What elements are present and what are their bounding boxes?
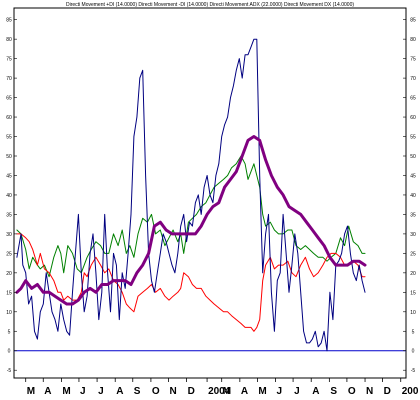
series-line-3 bbox=[16, 38, 366, 352]
x-tick-label: S bbox=[330, 386, 337, 397]
y-tick-label-left: 20 bbox=[6, 271, 12, 277]
series-line-4 bbox=[15, 135, 367, 306]
x-tick-label: J bbox=[80, 386, 86, 397]
x-tick-label: A bbox=[116, 386, 123, 397]
y-tick-label-left: 60 bbox=[6, 115, 12, 121]
x-tick-label: O bbox=[152, 386, 160, 397]
y-tick-label-right: 50 bbox=[410, 154, 416, 160]
x-tick-label: M bbox=[258, 386, 266, 397]
y-tick-label-right: 30 bbox=[410, 232, 416, 238]
x-tick-label: S bbox=[134, 386, 141, 397]
series-line-2 bbox=[16, 233, 366, 332]
y-tick-label-right: 75 bbox=[410, 57, 416, 63]
x-tick-label: D bbox=[384, 386, 391, 397]
y-tick-label-right: 10 bbox=[410, 310, 416, 316]
x-tick-label: A bbox=[312, 386, 319, 397]
x-tick-label: A bbox=[44, 386, 51, 397]
y-tick-label-right: 85 bbox=[410, 18, 416, 24]
y-tick-label-right: 80 bbox=[410, 37, 416, 43]
y-tick-label-right: 65 bbox=[410, 96, 416, 102]
y-tick-label-left: 75 bbox=[6, 57, 12, 63]
y-tick-label-left: 65 bbox=[6, 96, 12, 102]
y-tick-label-right: 60 bbox=[410, 115, 416, 121]
y-axis-right: -5 0 5 10 15 20 25 30 35 40 45 50 55 60 65 70 75 80 85 bbox=[403, 18, 416, 374]
y-axis-left: -5 0 5 10 15 20 25 30 35 40 45 50 55 60 65 70 75 80 85 bbox=[6, 18, 17, 374]
x-tick-label: 200 bbox=[402, 386, 419, 397]
y-tick-label-right: 20 bbox=[410, 271, 416, 277]
x-tick-label: M bbox=[27, 386, 35, 397]
series-line-1 bbox=[16, 155, 366, 278]
y-tick-label-right: 55 bbox=[410, 135, 416, 141]
y-tick-label-right: 15 bbox=[410, 290, 416, 296]
chart-title: Directi Movement +DI (14.0000) Directi M… bbox=[66, 2, 354, 8]
x-tick-label: O bbox=[348, 386, 356, 397]
y-tick-label-left: 80 bbox=[6, 37, 12, 43]
x-tick-label: D bbox=[188, 386, 195, 397]
x-tick-label: J bbox=[277, 386, 283, 397]
x-tick-label: M bbox=[62, 386, 70, 397]
y-tick-label-left: 70 bbox=[6, 76, 12, 82]
y-tick-label-left: 15 bbox=[6, 290, 12, 296]
x-tick-label: N bbox=[366, 386, 373, 397]
y-tick-label-left: 45 bbox=[6, 173, 12, 179]
y-tick-label-left: 40 bbox=[6, 193, 12, 199]
y-tick-label-right: 35 bbox=[410, 212, 416, 218]
y-tick-label-left: 50 bbox=[6, 154, 12, 160]
plot-frame bbox=[13, 7, 407, 379]
y-tick-label-left: 25 bbox=[6, 251, 12, 257]
y-tick-label-left: 30 bbox=[6, 232, 12, 238]
y-tick-label-left: 0 bbox=[8, 349, 11, 355]
x-tick-label: J bbox=[294, 386, 300, 397]
y-tick-label-right: 45 bbox=[410, 173, 416, 179]
y-tick-label-right: 40 bbox=[410, 193, 416, 199]
y-tick-label-right: 0 bbox=[412, 349, 415, 355]
y-tick-label-right: 25 bbox=[410, 251, 416, 257]
y-tick-label-right: -5 bbox=[411, 368, 416, 374]
plot-area bbox=[13, 7, 407, 379]
y-tick-label-right: 5 bbox=[412, 329, 415, 335]
x-tick-label: A bbox=[241, 386, 248, 397]
y-tick-label-right: 70 bbox=[410, 76, 416, 82]
x-tick-label: N bbox=[169, 386, 176, 397]
y-tick-label-left: -5 bbox=[7, 368, 12, 374]
x-tick-label: M bbox=[223, 386, 231, 397]
x-tick-label: 2004 bbox=[208, 386, 231, 397]
x-tick-label: J bbox=[98, 386, 104, 397]
y-tick-label-left: 10 bbox=[6, 310, 12, 316]
y-tick-label-left: 85 bbox=[6, 18, 12, 24]
y-tick-label-left: 55 bbox=[6, 135, 12, 141]
y-tick-label-left: 5 bbox=[8, 329, 11, 335]
y-tick-label-left: 35 bbox=[6, 212, 12, 218]
